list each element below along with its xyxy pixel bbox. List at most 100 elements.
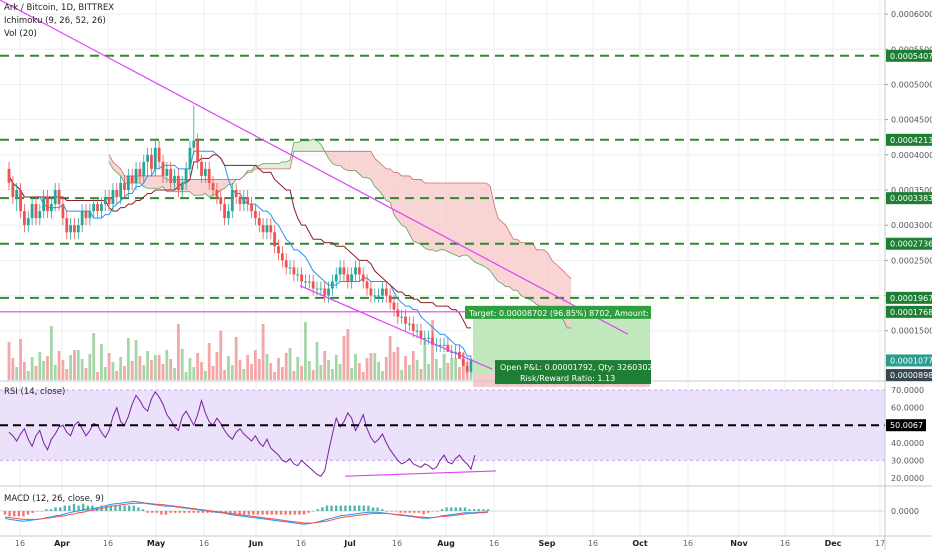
cloud-segment <box>109 154 113 169</box>
volume-legend[interactable]: Vol (20) <box>4 29 37 39</box>
cloud-segment <box>347 151 352 171</box>
macd-legend[interactable]: MACD (12, 26, close, 9) <box>4 494 104 504</box>
candle-body <box>38 211 42 219</box>
rsi-tick-label: 20.0000 <box>891 474 924 483</box>
candle-body <box>161 161 165 176</box>
macd-histogram-bar <box>174 511 177 513</box>
cloud-segment <box>259 163 264 169</box>
cloud-segment <box>155 175 160 189</box>
macd-histogram-bar <box>192 511 195 513</box>
cloud-segment <box>340 151 344 169</box>
volume-bar <box>438 368 442 380</box>
macd-histogram-bar <box>408 511 411 513</box>
candle-body <box>242 197 246 205</box>
volume-bar <box>388 336 392 380</box>
candle-body <box>227 211 230 219</box>
cloud-segment <box>278 161 283 169</box>
candle-body <box>331 281 334 289</box>
candle-body <box>177 175 180 190</box>
volume-bar <box>404 356 407 380</box>
level-price-tag <box>886 192 932 205</box>
macd-histogram-bar <box>330 505 333 511</box>
macd-histogram-bar <box>436 511 439 512</box>
volume-bar <box>377 362 380 380</box>
cloud-segment <box>405 175 410 234</box>
cloud-segment <box>332 151 337 166</box>
volume-bar <box>80 359 84 380</box>
macd-histogram-bar <box>141 509 145 511</box>
cloud-segment <box>555 263 560 315</box>
candle-body <box>53 190 57 205</box>
volume-bar <box>11 358 15 380</box>
rsi-path <box>8 390 476 477</box>
macd-histogram-bar <box>371 507 375 511</box>
kijun-sen-line <box>8 154 471 329</box>
ichimoku-legend[interactable]: Ichimoku (9, 26, 52, 26) <box>4 16 106 26</box>
macd-histogram-bar <box>224 511 227 513</box>
macd-histogram-bar <box>54 507 57 511</box>
cloud-segment <box>151 175 156 189</box>
cloud-segment <box>374 158 379 190</box>
candle-body <box>257 218 261 226</box>
cloud-segment <box>328 151 333 164</box>
volume-bar <box>257 359 261 380</box>
candle-body <box>65 218 69 233</box>
ichimoku-cloud <box>108 138 572 329</box>
macd-histogram-bar <box>3 511 7 515</box>
candle-body <box>215 190 219 198</box>
cloud-segment <box>386 168 391 203</box>
macd-histogram-bar <box>376 507 379 511</box>
volume-bar <box>461 353 465 380</box>
volume-bar <box>446 363 450 380</box>
cloud-segment <box>548 253 552 312</box>
target-label-box <box>465 305 651 319</box>
target-label: Target: 0.00008702 (96.85%) 8702, Amount… <box>468 309 684 318</box>
macd-histogram-bar <box>178 511 181 513</box>
volume-bar <box>103 367 107 380</box>
macd-histogram-bar <box>463 507 467 511</box>
candle-body <box>261 225 265 233</box>
candle-body <box>338 267 342 275</box>
candle-body <box>134 168 138 183</box>
volume-bar <box>19 339 22 380</box>
volume-bar <box>207 343 211 380</box>
candle-body <box>342 267 346 275</box>
macd-histogram-bar <box>279 511 283 515</box>
candle-body <box>373 295 377 297</box>
cloud-segment <box>147 175 152 189</box>
macd-histogram-bar <box>302 511 306 515</box>
level-price-label: 0.00033839 <box>890 194 932 203</box>
cloud-segment <box>336 151 341 166</box>
cloud-segment <box>440 182 445 250</box>
candlesticks[interactable] <box>7 105 473 375</box>
candle-body <box>100 204 103 212</box>
candle-body <box>150 154 153 169</box>
candle-body <box>431 337 434 345</box>
current-price-tag <box>886 354 932 367</box>
cloud-segment <box>363 151 368 178</box>
macd-histogram-bar <box>367 505 370 511</box>
macd-histogram-bar <box>261 511 264 515</box>
volume-bar <box>200 362 203 380</box>
cloud-segment <box>286 160 291 169</box>
macd-histogram-bar <box>45 509 48 511</box>
candle-body <box>146 154 149 162</box>
volume-bar <box>165 350 169 380</box>
volume-bar <box>150 360 153 380</box>
candle-body <box>423 337 427 339</box>
position-labels[interactable]: Target: 0.00008702 (96.85%) 8702, Amount… <box>465 305 684 385</box>
cloud-segment <box>351 151 356 171</box>
rsi-tick-label: 40.0000 <box>891 439 924 448</box>
volume-bar <box>415 360 419 380</box>
macd-histogram-bar <box>473 509 476 511</box>
time-axis[interactable]: 16 Apr 16 May 16 Jun 16 Jul 16 Aug 16 Sep 16 Oct 16 Nov… <box>15 539 885 548</box>
rsi-legend[interactable]: RSI (14, close) <box>4 387 66 397</box>
cloud-segment <box>282 161 287 169</box>
